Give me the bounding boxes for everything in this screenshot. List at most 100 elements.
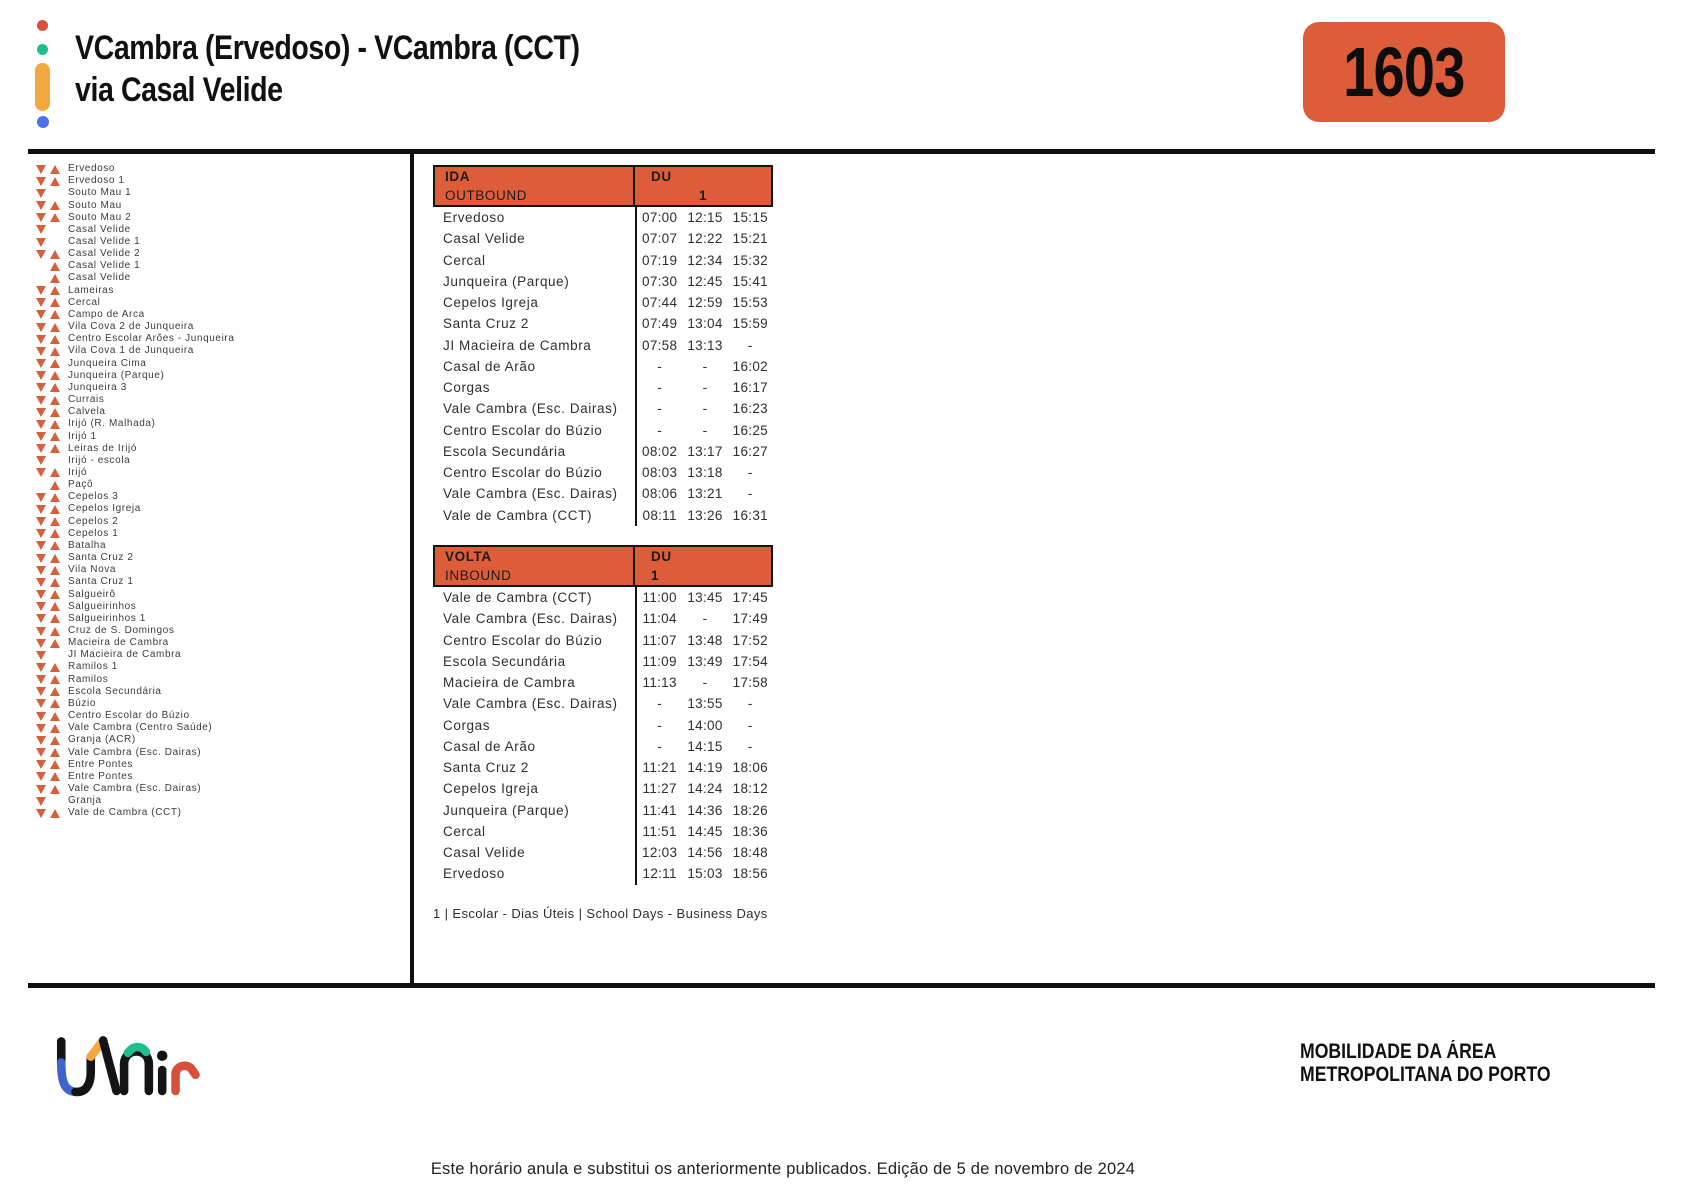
timetable-stop-name: Corgas bbox=[443, 717, 491, 733]
inbound-triangle-slot bbox=[50, 723, 64, 733]
triangle-up-icon bbox=[50, 407, 60, 417]
stop-name: Junqueira 3 bbox=[68, 381, 127, 393]
inbound-table-row: Vale Cambra (Esc. Dairas) 11:04 - 17:49 bbox=[433, 608, 773, 630]
outbound-table-row: Escola Secundária 08:02 13:17 16:27 bbox=[433, 440, 773, 462]
timetable-time-cell: 11:51 bbox=[642, 823, 677, 839]
stop-list-item: Granja (ACR) bbox=[36, 734, 235, 746]
timetable-time-cell: 12:34 bbox=[687, 252, 723, 268]
inbound-triangle-slot bbox=[50, 395, 64, 405]
inbound-triangle-slot bbox=[50, 638, 64, 648]
outbound-triangle-slot bbox=[36, 346, 50, 356]
timetable-stop-name: Vale de Cambra (CCT) bbox=[443, 590, 593, 606]
stop-name: Irijó - escola bbox=[68, 454, 131, 466]
inbound-triangle-slot bbox=[50, 565, 64, 575]
triangle-up-icon bbox=[50, 273, 60, 283]
stop-name: Centro Escolar do Búzio bbox=[68, 710, 190, 722]
timetable-times: - - 16:17 bbox=[635, 377, 773, 399]
inbound-triangle-slot bbox=[50, 517, 64, 527]
triangle-up-icon bbox=[50, 213, 60, 223]
outbound-triangle-slot bbox=[36, 468, 50, 478]
inbound-triangle-slot bbox=[50, 614, 64, 624]
inbound-triangle-slot bbox=[50, 675, 64, 685]
timetable-time-cell: - bbox=[657, 738, 663, 754]
inbound-triangle-slot bbox=[50, 432, 64, 442]
timetable-stop-name: JI Macieira de Cambra bbox=[443, 337, 592, 353]
triangle-up-icon bbox=[50, 383, 60, 393]
inbound-table-row: Ervedoso 12:11 15:03 18:56 bbox=[433, 863, 773, 885]
timetable-time-cell: - bbox=[747, 738, 753, 754]
triangle-up-icon bbox=[50, 371, 60, 381]
outbound-triangle-slot bbox=[36, 553, 50, 563]
stop-name: Casal Velide bbox=[68, 272, 131, 284]
inbound-triangle-slot bbox=[50, 310, 64, 320]
outbound-triangle-slot bbox=[36, 687, 50, 697]
triangle-down-icon bbox=[36, 662, 46, 672]
timetable-stop-name: Santa Cruz 2 bbox=[443, 760, 529, 776]
triangle-down-icon bbox=[36, 395, 46, 405]
inbound-triangle-slot bbox=[50, 541, 64, 551]
outbound-triangle-slot bbox=[36, 796, 50, 806]
timetable-stop-name: Casal de Arão bbox=[443, 358, 536, 374]
timetable-time-cell: - bbox=[657, 380, 663, 396]
triangle-down-icon bbox=[36, 444, 46, 454]
triangle-down-icon bbox=[36, 602, 46, 612]
stop-name: Entre Pontes bbox=[68, 758, 134, 770]
timetable-time-cell: - bbox=[702, 675, 708, 691]
triangle-down-icon bbox=[36, 334, 46, 344]
timetable-time-cell: 08:06 bbox=[642, 486, 678, 502]
timetable-time-cell: 15:15 bbox=[732, 210, 768, 226]
stop-list-item: Junqueira Cima bbox=[36, 358, 235, 370]
timetable-stop-name: Santa Cruz 2 bbox=[443, 316, 529, 332]
timetable-time-cell: - bbox=[657, 358, 663, 374]
timetable-time-cell: 16:23 bbox=[732, 401, 768, 417]
timetable-time-cell: - bbox=[702, 401, 708, 417]
stop-list-item: Cruz de S. Domingos bbox=[36, 625, 235, 637]
timetable-stop-name: Centro Escolar do Búzio bbox=[443, 422, 603, 438]
timetable-times: 11:51 14:45 18:36 bbox=[635, 820, 773, 842]
triangle-up-icon bbox=[50, 748, 60, 758]
stop-name: Centro Escolar Arões - Junqueira bbox=[68, 333, 235, 345]
timetable-stop-name: Casal Velide bbox=[443, 845, 526, 861]
stop-list-item: Entre Pontes bbox=[36, 771, 235, 783]
triangle-up-icon bbox=[50, 735, 60, 745]
stop-list-item: Casal Velide 1 bbox=[36, 236, 235, 248]
inbound-triangle-slot bbox=[50, 590, 64, 600]
stop-list-item: Vila Cova 2 de Junqueira bbox=[36, 321, 235, 333]
triangle-down-icon bbox=[36, 808, 46, 818]
stop-name: Calvela bbox=[68, 406, 106, 418]
triangle-down-icon bbox=[36, 249, 46, 259]
timetable-stop-name: Macieira de Cambra bbox=[443, 675, 576, 691]
timetable-time-cell: 18:26 bbox=[732, 802, 768, 818]
stop-list-item: Vila Cova 1 de Junqueira bbox=[36, 345, 235, 357]
timetable-times: 11:00 13:45 17:45 bbox=[635, 587, 773, 609]
stop-name: Casal Velide 1 bbox=[68, 260, 141, 272]
triangle-up-icon bbox=[50, 626, 60, 636]
top-rule bbox=[28, 149, 1655, 154]
stop-list-item: Casal Velide 2 bbox=[36, 248, 235, 260]
triangle-down-icon bbox=[36, 590, 46, 600]
outbound-triangle-slot bbox=[36, 504, 50, 514]
stop-list-item: Lameiras bbox=[36, 285, 235, 297]
stop-list-item: Cepelos 3 bbox=[36, 491, 235, 503]
triangle-up-icon bbox=[50, 675, 60, 685]
brand-dot-blue-icon bbox=[37, 116, 49, 128]
triangle-down-icon bbox=[36, 553, 46, 563]
stop-list-item: Vale Cambra (Esc. Dairas) bbox=[36, 783, 235, 795]
stop-list-item: Entre Pontes bbox=[36, 759, 235, 771]
triangle-down-icon bbox=[36, 723, 46, 733]
timetable-times: - 13:55 - bbox=[635, 693, 773, 715]
inbound-table-row: Vale de Cambra (CCT) 11:00 13:45 17:45 bbox=[433, 587, 773, 609]
route-number: 1603 bbox=[1343, 33, 1465, 111]
stop-list: Ervedoso Ervedoso 1 Souto Mau 1 Souto Mau So… bbox=[36, 163, 235, 819]
timetable-times: - - 16:02 bbox=[635, 355, 773, 377]
stop-list-item: Leiras de Irijó bbox=[36, 443, 235, 455]
stop-list-item: Ervedoso bbox=[36, 163, 235, 175]
outbound-triangle-slot bbox=[36, 407, 50, 417]
outbound-triangle-slot bbox=[36, 602, 50, 612]
triangle-up-icon bbox=[50, 492, 60, 502]
stop-list-item: Macieira de Cambra bbox=[36, 637, 235, 649]
outbound-table-row: Casal de Arão - - 16:02 bbox=[433, 355, 773, 377]
timetable-times: 08:02 13:17 16:27 bbox=[635, 440, 773, 462]
triangle-down-icon bbox=[36, 176, 46, 186]
